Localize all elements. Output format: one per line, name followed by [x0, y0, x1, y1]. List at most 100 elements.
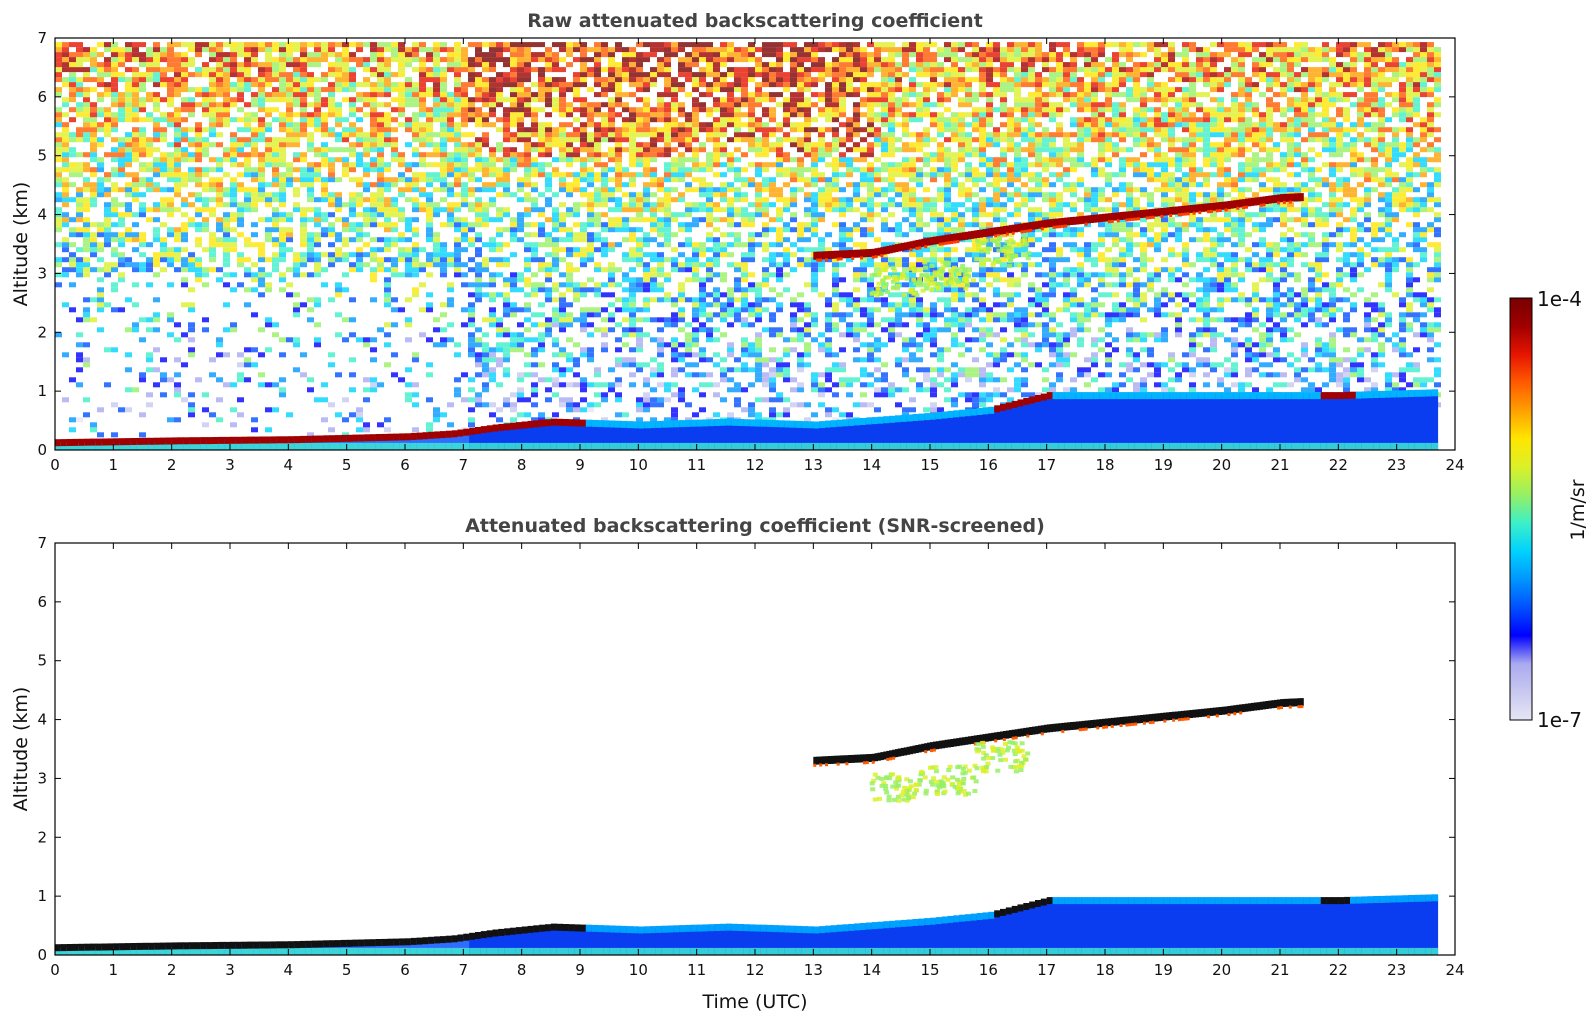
noise-cell [104, 202, 111, 208]
noise-cell [622, 117, 629, 123]
noise-cell [300, 92, 307, 98]
noise-cell [727, 107, 734, 113]
noise-cell [699, 242, 706, 248]
noise-cell [496, 77, 503, 83]
noise-cell [783, 117, 790, 123]
noise-cell [839, 242, 846, 248]
noise-cell [587, 132, 594, 138]
noise-cell [622, 277, 629, 283]
noise-cell [720, 272, 727, 278]
noise-cell [433, 112, 440, 118]
noise-cell [804, 117, 811, 123]
noise-cell [174, 57, 181, 63]
noise-cell [853, 207, 860, 213]
noise-cell [412, 112, 419, 118]
noise-cell [69, 92, 76, 98]
noise-cell [811, 217, 818, 223]
noise-cell [370, 127, 377, 133]
noise-cell [587, 112, 594, 118]
noise-cell [678, 252, 685, 258]
noise-cell [426, 197, 433, 203]
noise-cell [384, 127, 391, 133]
noise-cell [230, 177, 237, 183]
noise-cell [335, 137, 342, 143]
noise-cell [272, 147, 279, 153]
noise-cell [720, 57, 727, 63]
noise-cell [748, 352, 755, 358]
noise-cell [433, 162, 440, 168]
noise-cell [461, 122, 468, 128]
noise-cell [755, 307, 762, 313]
noise-cell [790, 52, 797, 58]
noise-cell [580, 162, 587, 168]
noise-cell [293, 142, 300, 148]
noise-cell [475, 297, 482, 303]
noise-cell [426, 237, 433, 243]
noise-cell [755, 182, 762, 188]
noise-cell [216, 87, 223, 93]
noise-cell [55, 217, 62, 223]
noise-cell [370, 267, 377, 273]
noise-cell [636, 132, 643, 138]
noise-cell [811, 227, 818, 233]
noise-cell [496, 262, 503, 268]
noise-cell [209, 102, 216, 108]
noise-cell [825, 152, 832, 158]
noise-cell [153, 382, 160, 388]
noise-cell [783, 57, 790, 63]
noise-cell [692, 52, 699, 58]
noise-cell [559, 92, 566, 98]
noise-cell [328, 67, 335, 73]
noise-cell [517, 332, 524, 338]
noise-cell [286, 57, 293, 63]
noise-cell [762, 132, 769, 138]
noise-cell [608, 47, 615, 53]
noise-cell [517, 122, 524, 128]
noise-cell [279, 232, 286, 238]
noise-cell [755, 347, 762, 353]
noise-cell [706, 257, 713, 263]
noise-cell [734, 317, 741, 323]
noise-cell [440, 162, 447, 168]
noise-cell [188, 257, 195, 263]
noise-cell [832, 112, 839, 118]
noise-cell [818, 187, 825, 193]
noise-cell [307, 142, 314, 148]
noise-cell [286, 92, 293, 98]
noise-cell [664, 192, 671, 198]
noise-cell [755, 342, 762, 348]
noise-cell [825, 342, 832, 348]
noise-cell [342, 237, 349, 243]
noise-cell [314, 197, 321, 203]
noise-cell [524, 412, 531, 418]
noise-cell [762, 357, 769, 363]
noise-cell [90, 107, 97, 113]
noise-cell [377, 112, 384, 118]
noise-cell [384, 47, 391, 53]
noise-cell [545, 232, 552, 238]
noise-cell [440, 222, 447, 228]
noise-cell [804, 197, 811, 203]
noise-cell [573, 222, 580, 228]
noise-cell [342, 67, 349, 73]
noise-cell [748, 147, 755, 153]
noise-cell [251, 62, 258, 68]
noise-cell [384, 322, 391, 328]
noise-cell [482, 387, 489, 393]
noise-cell [216, 117, 223, 123]
noise-cell [643, 407, 650, 413]
noise-cell [797, 112, 804, 118]
noise-cell [713, 227, 720, 233]
noise-cell [146, 207, 153, 213]
noise-cell [181, 202, 188, 208]
noise-cell [342, 202, 349, 208]
noise-cell [279, 202, 286, 208]
noise-cell [132, 197, 139, 203]
noise-cell [132, 247, 139, 253]
noise-cell [363, 232, 370, 238]
noise-cell [272, 42, 279, 48]
noise-cell [636, 282, 643, 288]
noise-cell [300, 227, 307, 233]
noise-cell [741, 92, 748, 98]
noise-cell [517, 92, 524, 98]
